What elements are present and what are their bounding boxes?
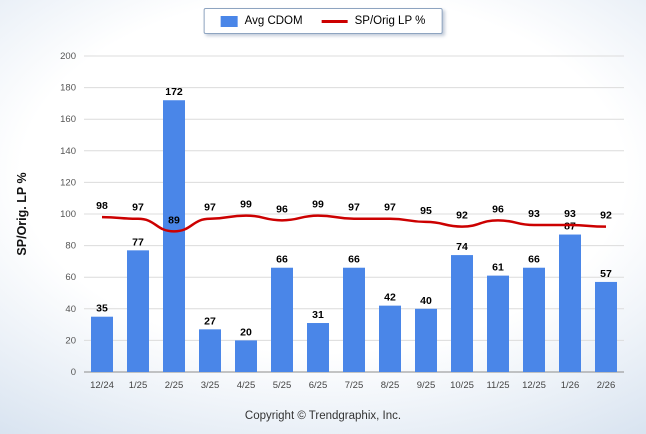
line-value-label: 99	[240, 199, 252, 211]
x-tick-label: 10/25	[450, 380, 474, 391]
line-value-label: 89	[168, 214, 180, 226]
bar	[127, 250, 149, 372]
bar-value-label: 172	[165, 86, 183, 98]
x-tick-label: 7/25	[345, 380, 364, 391]
bar	[379, 305, 401, 372]
legend-line-label: SP/Orig LP %	[354, 15, 426, 27]
y-tick-label: 20	[65, 335, 76, 346]
y-tick-label: 60	[65, 272, 76, 283]
bar-value-label: 74	[456, 241, 468, 253]
x-tick-label: 2/26	[597, 380, 616, 391]
x-tick-label: 1/25	[129, 380, 148, 391]
line-value-label: 97	[384, 202, 396, 214]
bar-value-label: 77	[132, 236, 144, 248]
y-tick-label: 80	[65, 241, 76, 252]
line-value-label: 96	[492, 203, 504, 215]
line-value-label: 98	[96, 200, 108, 212]
x-tick-label: 11/25	[486, 380, 509, 391]
bar	[199, 329, 221, 372]
x-tick-label: 2/25	[165, 380, 184, 391]
line-value-label: 99	[312, 199, 324, 211]
bar-value-label: 42	[384, 292, 396, 304]
legend-line-swatch-icon	[321, 19, 348, 23]
bar	[235, 340, 257, 372]
bar	[415, 308, 437, 372]
y-tick-label: 100	[60, 209, 76, 220]
chart-canvas: 0 20 40 60 80 100 120 140 160 180 200 12/24 35 1/25 77…	[60, 51, 624, 391]
bar-value-label: 87	[564, 221, 576, 233]
bar	[523, 267, 545, 372]
bar	[91, 316, 113, 372]
bar-value-label: 66	[276, 254, 288, 266]
bar	[559, 234, 581, 372]
x-tick-label: 8/25	[381, 380, 400, 391]
bar	[451, 255, 473, 372]
bar	[595, 281, 617, 372]
legend-bar-swatch-icon	[220, 15, 238, 27]
bar	[487, 275, 509, 372]
bar-value-label: 31	[312, 309, 324, 321]
x-tick-label: 3/25	[201, 380, 220, 391]
bar	[163, 100, 185, 373]
line-value-label: 92	[456, 210, 468, 222]
bar-value-label: 57	[600, 268, 612, 280]
bar-value-label: 35	[96, 303, 108, 315]
line-value-label: 97	[132, 202, 144, 214]
line-value-label: 97	[348, 202, 360, 214]
x-tick-label: 5/25	[273, 380, 292, 391]
line-value-label: 96	[276, 203, 288, 215]
y-tick-label: 120	[60, 177, 76, 188]
bar-value-label: 40	[420, 295, 432, 307]
x-tick-label: 4/25	[237, 380, 256, 391]
y-tick-label: 140	[60, 146, 76, 157]
x-tick-label: 6/25	[309, 380, 328, 391]
bar-value-label: 66	[528, 254, 540, 266]
legend-bar-label: Avg CDOM	[244, 15, 303, 27]
bar	[307, 323, 329, 372]
bar-value-label: 20	[240, 326, 252, 338]
copyright-text: Copyright © Trendgraphix, Inc.	[244, 410, 402, 422]
bar-value-label: 27	[204, 315, 216, 327]
y-tick-label: 0	[71, 367, 76, 378]
y-tick-label: 180	[60, 83, 76, 94]
x-tick-label: 9/25	[417, 380, 436, 391]
x-tick-label: 12/24	[90, 380, 114, 391]
line-value-label: 95	[420, 205, 432, 217]
bar-value-label: 61	[492, 262, 504, 274]
y-tick-label: 160	[60, 114, 76, 125]
bar-value-label: 66	[348, 254, 360, 266]
y-tick-label: 40	[65, 304, 76, 315]
legend: Avg CDOM SP/Orig LP %	[203, 8, 443, 34]
trend-line	[101, 214, 607, 233]
line-value-label: 93	[528, 208, 540, 220]
x-tick-label: 1/26	[561, 380, 580, 391]
bar	[343, 267, 365, 372]
line-value-label: 93	[564, 208, 576, 220]
bar	[271, 267, 293, 372]
y-axis-title: SP/Orig. LP %	[15, 172, 29, 256]
y-tick-label: 200	[60, 51, 76, 62]
line-value-label: 92	[600, 210, 612, 222]
line-value-label: 97	[204, 202, 216, 214]
x-tick-label: 12/25	[522, 380, 546, 391]
